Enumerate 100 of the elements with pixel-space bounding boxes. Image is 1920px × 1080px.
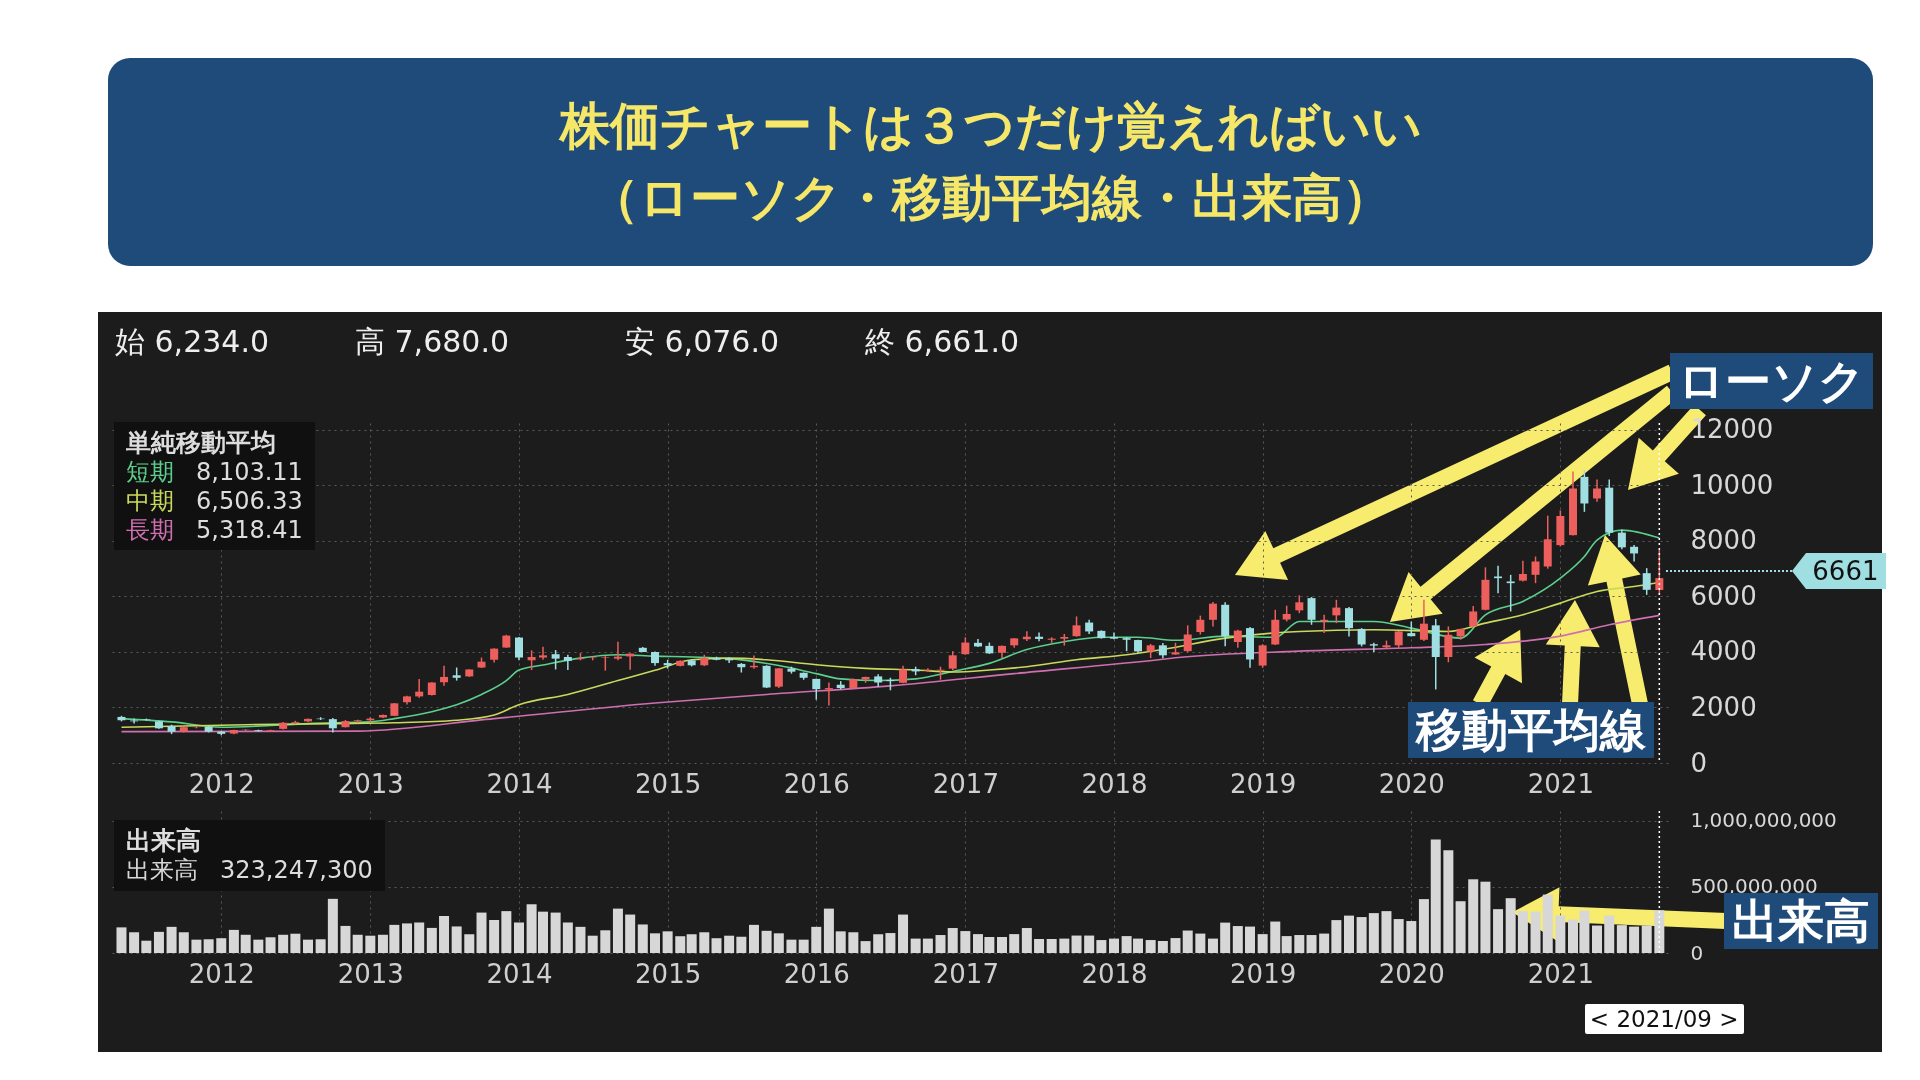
bar (166, 926, 177, 953)
annotation: 5,318.41 (196, 515, 303, 544)
x-tick-label: 2013 (337, 958, 404, 989)
bar (748, 924, 759, 953)
bar (129, 932, 140, 953)
bar (1021, 928, 1032, 953)
bar (1530, 911, 1541, 953)
bar (1257, 934, 1268, 953)
text: 高 7,680.0 (355, 323, 510, 361)
bar (1220, 922, 1231, 953)
x-tick-label: 2020 (1378, 958, 1445, 989)
candlestick (1072, 615, 1081, 638)
x-tick-label: 2018 (1081, 958, 1148, 989)
bar (1207, 938, 1218, 953)
bar (401, 923, 412, 953)
bar (550, 912, 561, 953)
bar (1555, 915, 1566, 953)
y-tick-label: 12000 (1690, 414, 1774, 445)
candlestick (539, 645, 548, 661)
text: ローソク (1670, 353, 1873, 409)
candlestick (440, 665, 449, 687)
bar (811, 926, 822, 953)
candlestick (1469, 605, 1478, 628)
bar (947, 928, 958, 953)
bar (1418, 899, 1429, 953)
bar (1604, 915, 1615, 953)
bar (910, 938, 921, 953)
bar (1331, 920, 1342, 953)
x-tick-label: 2015 (635, 958, 702, 989)
bar (873, 934, 884, 953)
bar (1084, 935, 1095, 953)
annotation: 323,247,300 (220, 856, 373, 884)
bar (327, 898, 338, 953)
bar (278, 934, 289, 953)
candlestick (1655, 549, 1664, 596)
y-tick-label: 1,000,000,000 (1690, 808, 1837, 833)
x-tick-label: 2016 (783, 958, 850, 989)
bar (1381, 911, 1392, 953)
bar (439, 916, 450, 953)
bar (922, 938, 933, 953)
bar (587, 935, 598, 953)
candlestick (551, 649, 560, 671)
bar (1170, 938, 1181, 953)
annotation: 6,506.33 (196, 486, 303, 515)
candlestick (1494, 564, 1503, 594)
x-tick-label: 2013 (337, 768, 404, 799)
candlestick (1258, 643, 1267, 669)
bar (1455, 901, 1466, 953)
bar (1368, 913, 1379, 953)
candlestick (1444, 625, 1453, 663)
candlestick (1183, 624, 1192, 653)
bar (662, 931, 673, 953)
bar (1281, 936, 1292, 953)
candlestick (774, 667, 783, 689)
x-tick-label: 2012 (188, 958, 255, 989)
bar (426, 927, 437, 953)
candlestick (613, 640, 622, 662)
bar (1443, 850, 1454, 953)
bar (848, 932, 859, 953)
bar (575, 926, 586, 953)
bar (1071, 935, 1082, 953)
bar (253, 939, 264, 953)
text: 終 6,661.0 (865, 323, 1020, 361)
bar (1034, 939, 1045, 953)
x-tick-label: 2017 (932, 768, 999, 799)
bar (1294, 935, 1305, 953)
bar (612, 908, 623, 953)
bar (625, 914, 636, 953)
y-tick-label: 4000 (1690, 636, 1757, 667)
bar (191, 939, 202, 953)
bar (513, 922, 524, 953)
bar (1592, 925, 1603, 953)
bar (303, 939, 314, 953)
x-tick-label: 2021 (1527, 958, 1594, 989)
y-tick-label: 0 (1690, 940, 1704, 965)
bar (203, 939, 214, 953)
bar (1493, 909, 1504, 953)
bar (1505, 898, 1516, 953)
bar (476, 912, 487, 953)
bar (711, 938, 722, 953)
candlestick (1617, 529, 1626, 551)
bar (1182, 930, 1193, 953)
candlestick (1233, 629, 1242, 649)
bar (786, 939, 797, 953)
text: 6661 (1806, 553, 1887, 590)
bar (1109, 938, 1119, 953)
candlestick (1196, 614, 1205, 636)
bar (1629, 926, 1640, 953)
bar (562, 922, 573, 953)
bar (1641, 925, 1652, 953)
candlestick (1369, 642, 1378, 653)
bar (1157, 940, 1168, 953)
candlestick (563, 654, 572, 671)
series-label: 出来高 (126, 856, 198, 884)
candlestick (1593, 478, 1602, 503)
x-tick-label: 2012 (188, 768, 255, 799)
chart-subtitle: （ローソク・移動平均線・出来高） (588, 168, 1393, 229)
bar (650, 933, 660, 953)
bar (265, 937, 276, 953)
bar (675, 936, 686, 953)
